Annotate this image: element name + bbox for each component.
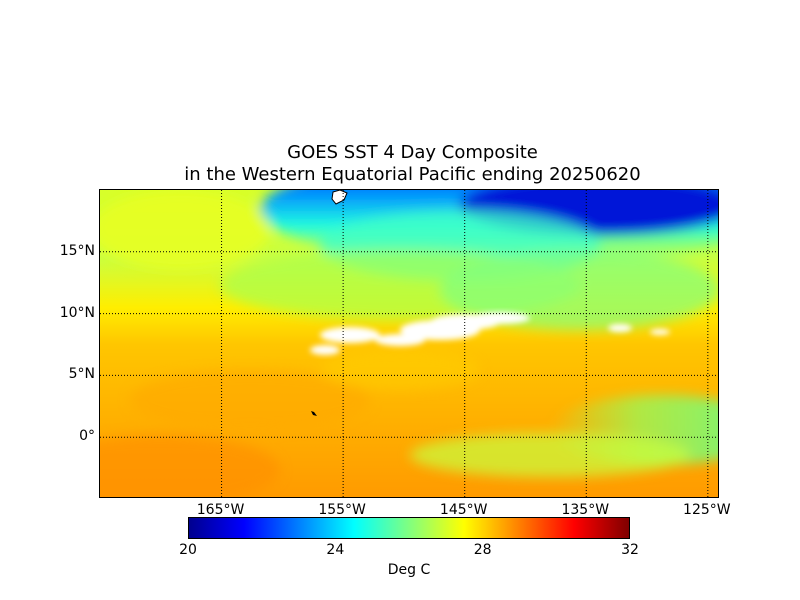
lon-tick-label: 145°W xyxy=(439,502,488,518)
lon-tick-label: 165°W xyxy=(196,502,245,518)
lat-tick-label: 10°N xyxy=(59,304,95,321)
sst-field xyxy=(100,190,718,497)
lon-tick-label: 135°W xyxy=(561,502,610,518)
island-equatorial xyxy=(311,411,317,416)
lat-tick-label: 0° xyxy=(79,428,95,445)
colorbar-tick-label: 28 xyxy=(473,542,492,558)
colorbar-label: Deg C xyxy=(387,562,431,578)
lon-tick-label: 155°W xyxy=(318,502,366,518)
colorbar xyxy=(188,517,630,539)
colorbar-tick-label: 24 xyxy=(326,542,345,558)
map-title-line2: in the Western Equatorial Pacific ending… xyxy=(184,164,641,185)
map-gridlines xyxy=(100,190,718,497)
sst-map xyxy=(99,189,719,498)
lat-tick-label: 5°N xyxy=(68,366,95,383)
map-title-line1: GOES SST 4 Day Composite xyxy=(287,142,538,163)
colorbar-tick-label: 32 xyxy=(621,542,639,558)
sst-patterns xyxy=(100,190,718,497)
colorbar-tick-label: 20 xyxy=(179,542,197,558)
lat-tick-label: 15°N xyxy=(59,242,95,259)
lon-tick-label: 125°W xyxy=(683,502,731,518)
